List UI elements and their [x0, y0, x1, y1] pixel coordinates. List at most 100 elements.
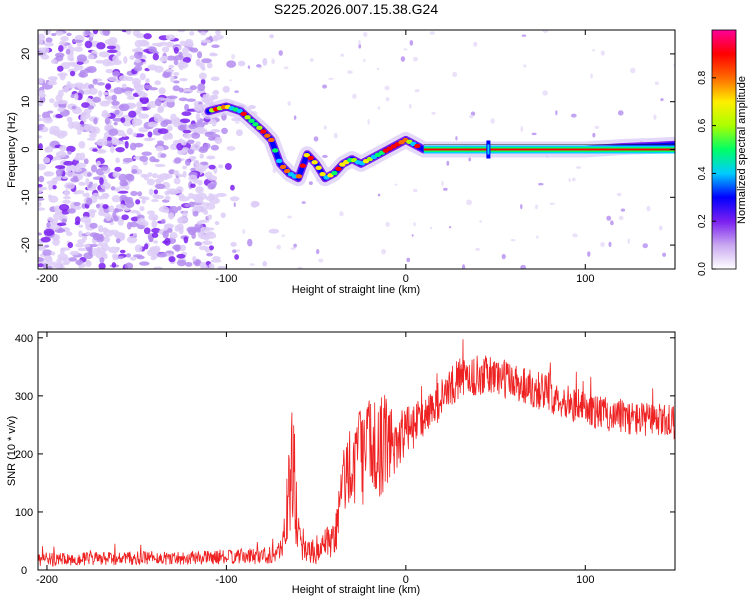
spectrogram-noise-blob	[92, 192, 100, 198]
spectrogram-noise-blob	[124, 90, 133, 96]
spectrogram-noise-blob	[102, 58, 112, 67]
spectrogram-noise-blob	[49, 125, 60, 134]
spectrogram-noise-blob	[111, 100, 120, 106]
spectrogram-noise-blob	[431, 111, 436, 115]
spectrogram-noise-blob	[278, 50, 283, 56]
spectrogram-noise-blob	[212, 90, 220, 95]
spectrogram-noise-blob	[412, 188, 418, 193]
spectrogram-ridge-blob	[260, 129, 267, 134]
spectrogram-noise-blob	[403, 48, 408, 51]
spectrogram-noise-blob	[50, 77, 57, 84]
spectrogram-noise-blob	[87, 172, 92, 177]
spectrogram-noise-blob	[128, 110, 137, 118]
spectrogram-noise-blob	[121, 83, 127, 89]
spectrogram-noise-blob	[111, 94, 118, 102]
spectrogram-noise-blob	[620, 208, 626, 212]
spectrogram-noise-blob	[136, 217, 146, 225]
spectrogram-noise-blob	[587, 251, 591, 257]
spectrogram-noise-blob	[182, 46, 190, 55]
spectrogram-ridge-blob	[268, 137, 275, 143]
spectrogram-noise-blob	[130, 190, 138, 197]
spectrogram-noise-blob	[107, 41, 116, 46]
spectrogram-noise-blob	[98, 90, 103, 98]
spectrogram-noise-blob	[591, 49, 596, 52]
spectrogram-noise-blob	[617, 110, 624, 116]
spectrogram-noise-blob	[199, 219, 210, 223]
spectrogram-noise-blob	[190, 183, 196, 188]
spectrogram-noise-blob	[174, 157, 182, 164]
colorbar-gradient	[712, 30, 736, 269]
spectrogram-noise-blob	[76, 126, 85, 132]
spectrogram-noise-blob	[185, 261, 193, 267]
spectrogram-noise-blob	[38, 114, 42, 118]
spectrogram-noise-blob	[194, 227, 202, 233]
spectrogram-noise-blob	[173, 170, 180, 176]
spectrogram-noise-blob	[90, 164, 97, 173]
spectrogram-noise-blob	[385, 221, 390, 227]
spectrogram-noise-blob	[200, 31, 207, 36]
spectrogram-noise-blob	[164, 195, 171, 201]
spectrogram-noise-blob	[189, 85, 197, 91]
spectrogram-noise-blob	[230, 184, 235, 191]
spectrogram-noise-blob	[169, 232, 178, 239]
spectrogram-noise-blob	[83, 124, 94, 132]
spectrogram-noise-blob	[271, 58, 276, 65]
spectrogram-noise-blob	[195, 126, 205, 134]
spectrogram-noise-blob	[173, 177, 181, 185]
spectrogram-noise-blob	[62, 199, 71, 204]
spectrogram-noise-blob	[175, 186, 184, 194]
spectrogram-noise-blob	[173, 58, 179, 66]
spectrogram-noise-blob	[65, 145, 76, 153]
spectrogram-noise-blob	[66, 172, 77, 178]
spectrogram-noise-blob	[86, 97, 92, 104]
spectrogram-noise-blob	[76, 152, 82, 157]
spectrogram-noise-blob	[64, 182, 75, 190]
spectrogram-noise-blob	[63, 195, 71, 200]
spectrogram-noise-blob	[206, 252, 214, 257]
spectrogram-noise-blob	[116, 50, 121, 57]
spectrogram-noise-blob	[105, 83, 112, 90]
spectrogram-noise-blob	[201, 58, 212, 64]
spectrogram-noise-blob	[50, 251, 56, 256]
spectrogram-noise-blob	[74, 82, 84, 88]
spectrogram-noise-blob	[170, 75, 175, 83]
spectrogram-noise-blob	[111, 139, 123, 146]
spectrogram-noise-blob	[81, 102, 90, 109]
spectrogram-noise-blob	[313, 136, 319, 142]
spectrogram-noise-blob	[52, 184, 57, 190]
spectrogram-noise-blob	[367, 118, 370, 125]
spectrogram-noise-blob	[660, 98, 664, 102]
spectrogram-noise-blob	[203, 142, 211, 150]
snr-x-tick-label: 100	[576, 574, 594, 586]
spectrogram-noise-blob	[187, 148, 195, 155]
spectrogram-noise-blob	[188, 174, 198, 182]
spectrogram-noise-blob	[78, 230, 83, 238]
spectrogram-noise-blob	[163, 173, 173, 179]
spectrogram-noise-blob	[443, 187, 448, 191]
spectrogram-noise-blob	[139, 155, 149, 162]
spectrogram-noise-blob	[106, 49, 118, 54]
spectrogram-noise-blob	[151, 232, 159, 238]
spectrogram-noise-blob	[38, 201, 42, 207]
spectrogram-noise-blob	[429, 226, 433, 230]
spectrogram-ridge-blob	[256, 125, 263, 131]
spectrogram-noise-blob	[181, 111, 192, 117]
spectrogram-noise-blob	[68, 257, 78, 262]
spectrogram-noise-blob	[220, 212, 226, 218]
spectrogram-noise-blob	[134, 244, 143, 253]
spectrogram-noise-blob	[138, 113, 150, 119]
spectrogram-noise-blob	[44, 30, 52, 35]
spectrogram-noise-blob	[183, 133, 192, 139]
spectrogram-noise-blob	[125, 200, 135, 209]
spectrogram-noise-blob	[89, 222, 98, 229]
spectrogram-noise-blob	[249, 263, 255, 266]
spectrogram-noise-blob	[132, 30, 141, 37]
spectrogram-noise-blob	[70, 57, 75, 62]
spectrogram-noise-blob	[111, 195, 121, 203]
spectrogram-noise-blob	[164, 237, 171, 246]
spectrogram-noise-blob	[113, 121, 118, 126]
spectrogram-noise-blob	[122, 157, 134, 163]
spectrogram-noise-blob	[200, 202, 212, 206]
spectrogram-noise-blob	[212, 256, 221, 261]
